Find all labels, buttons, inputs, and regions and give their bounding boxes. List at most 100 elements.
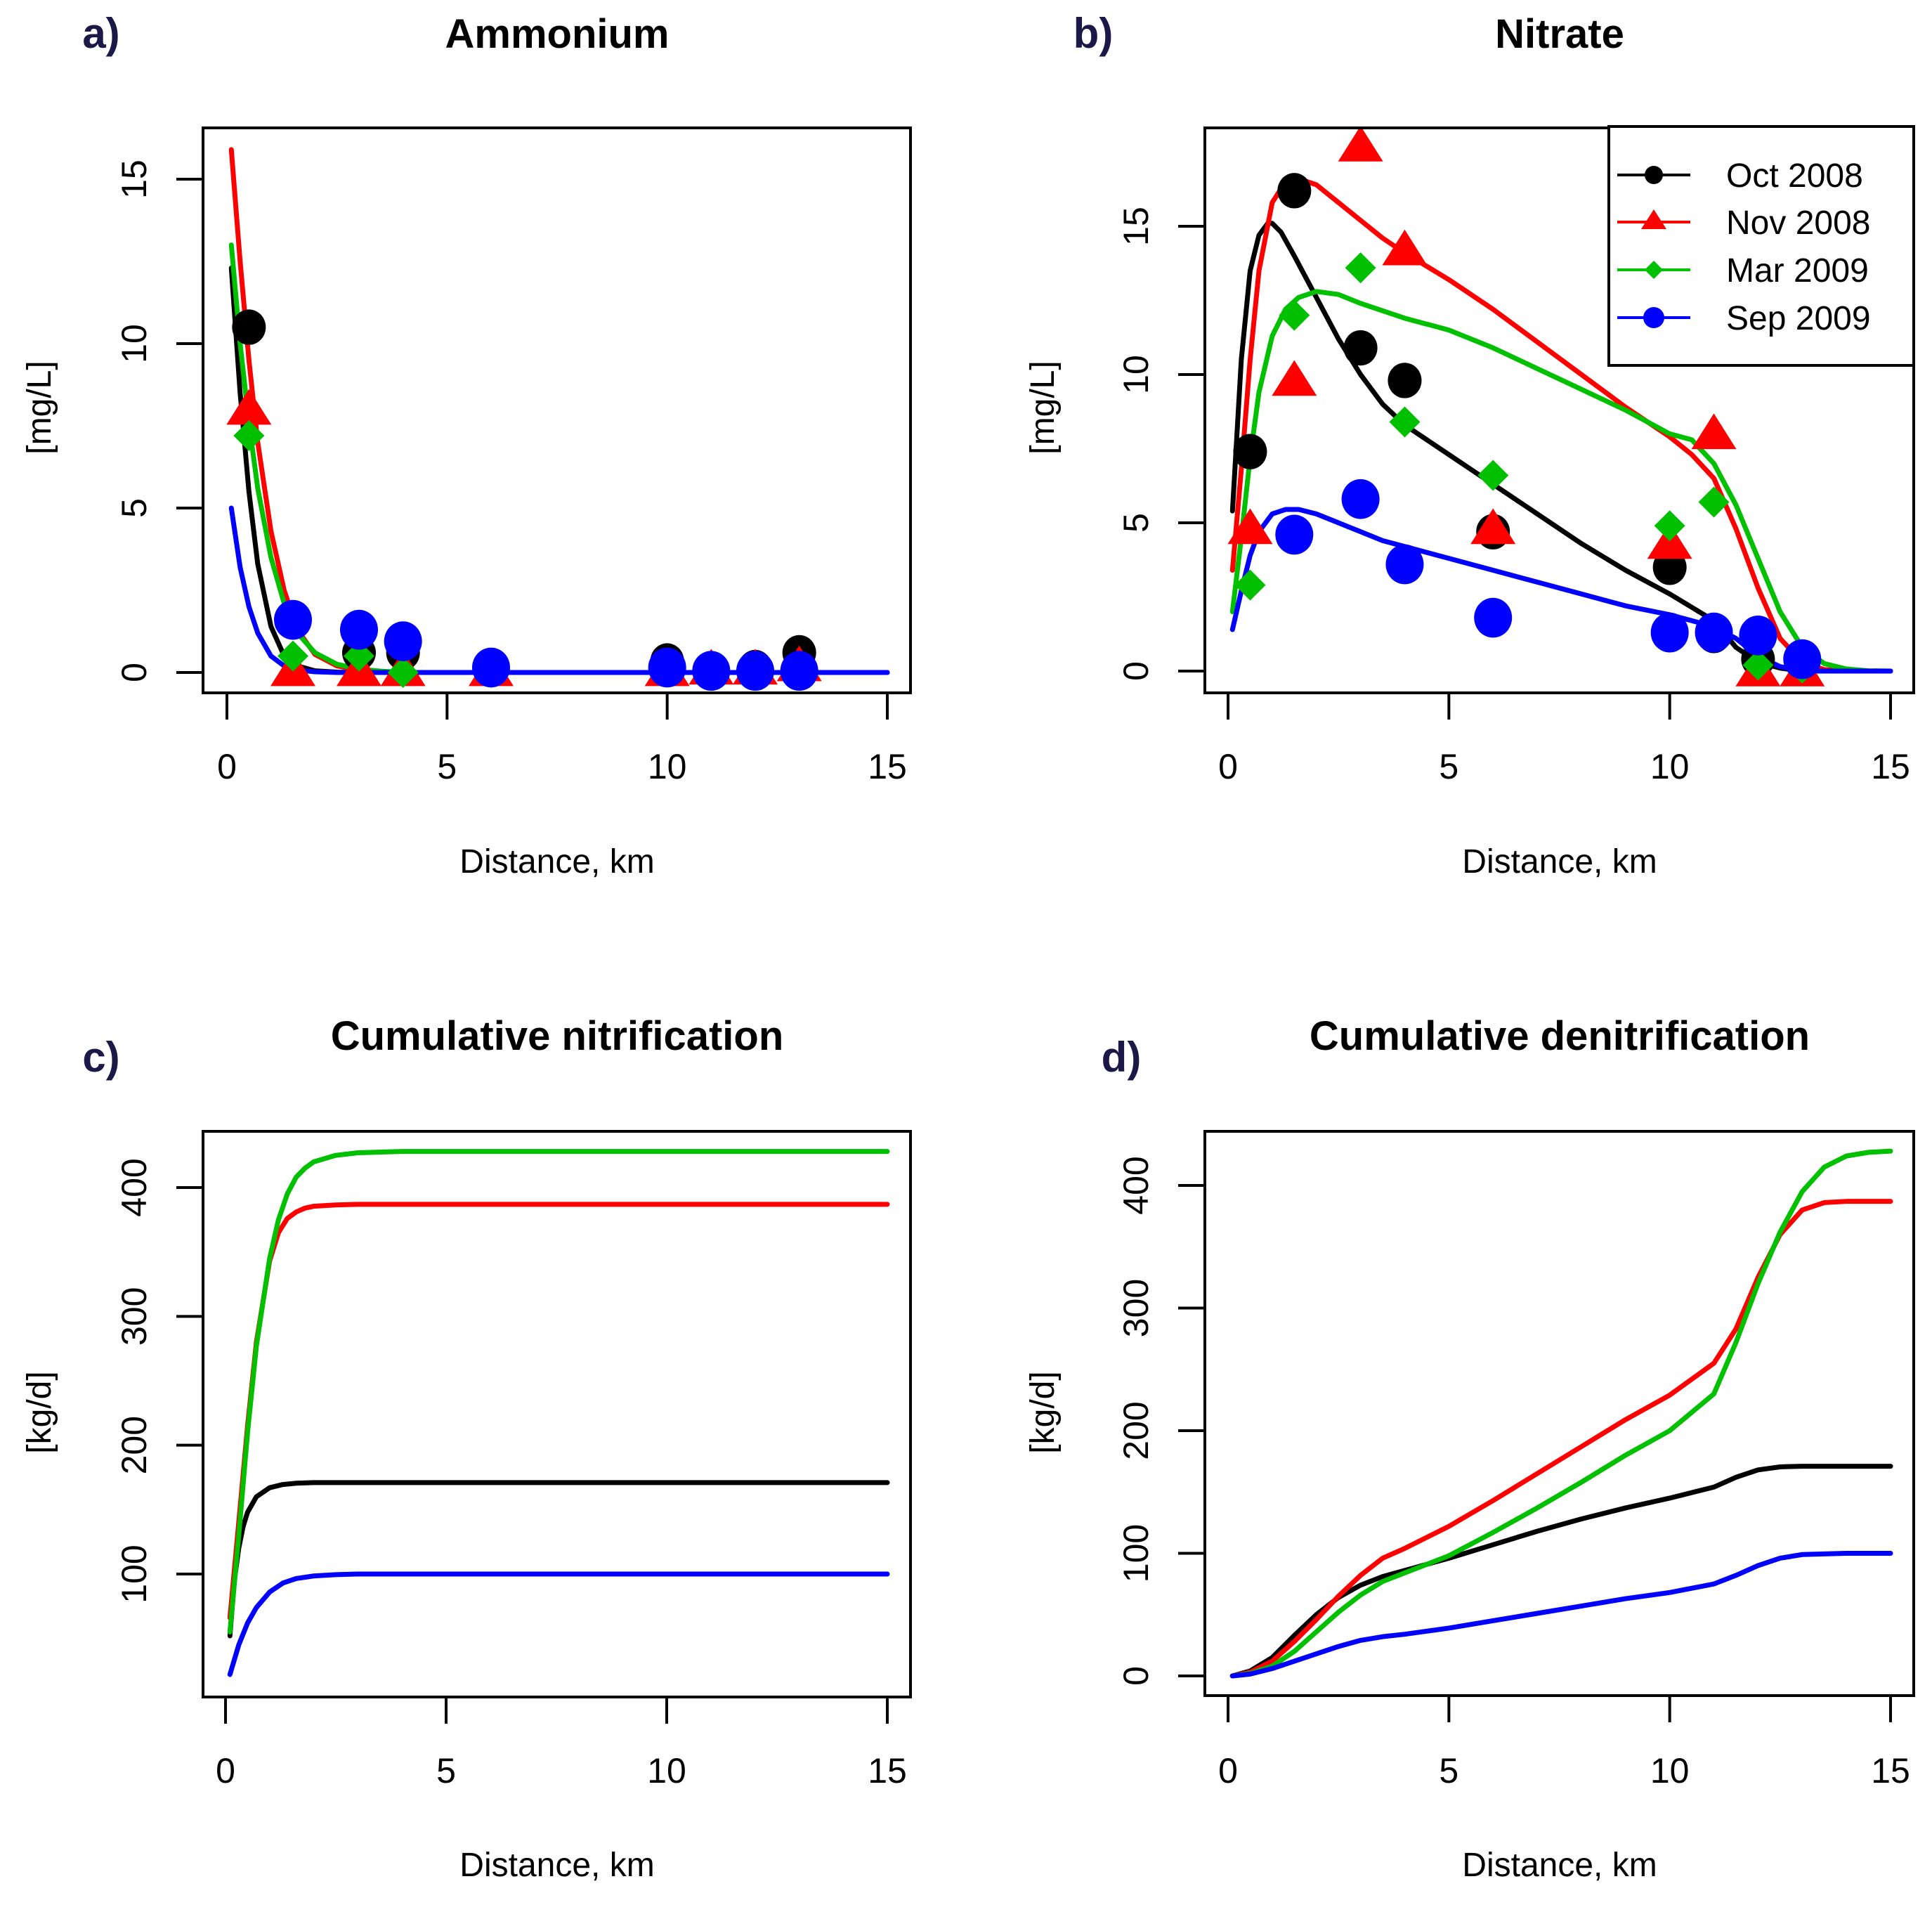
x-tick-label: 15 [868, 1751, 907, 1790]
data-point [233, 420, 265, 452]
series-layer [226, 147, 890, 691]
data-point [384, 621, 422, 661]
y-tick-label: 100 [1116, 1524, 1156, 1582]
plot-frame [202, 126, 912, 694]
x-axis-label: Distance, km [459, 843, 654, 880]
y-tick-label: 5 [115, 498, 154, 518]
x-axis-label: Distance, km [459, 1847, 654, 1884]
plot-area: 0 5 10 15 0 5 10 15 [115, 126, 912, 786]
panel-title: Ammonium [445, 11, 670, 57]
data-point [1739, 616, 1777, 656]
data-point [1698, 486, 1730, 518]
series-line-mar-2009 [1229, 1148, 1893, 1679]
legend-marker-circle-icon [1643, 307, 1664, 328]
y-axis: 0 5 10 15 [115, 160, 203, 682]
y-axis-label: [mg/L] [21, 360, 58, 454]
data-point [1234, 569, 1266, 601]
panel-c: c) Cumulative nitrification 0 5 10 15 100 200… [21, 1013, 912, 1884]
x-tick-label: 10 [1650, 1751, 1690, 1790]
y-axis-label: [kg/d] [1024, 1371, 1062, 1453]
x-axis: 0 5 10 15 [216, 1697, 907, 1790]
data-point [736, 651, 774, 691]
y-tick-label: 300 [1116, 1279, 1156, 1337]
x-tick-label: 15 [1871, 747, 1910, 786]
x-tick-label: 10 [647, 1751, 686, 1790]
data-point [692, 651, 731, 691]
data-point [1382, 229, 1428, 266]
data-point [780, 651, 818, 691]
x-tick-label: 0 [217, 747, 237, 786]
y-tick-label: 400 [1116, 1156, 1156, 1214]
legend-label: Sep 2009 [1726, 300, 1871, 337]
series-line-mar-2009 [1229, 289, 1893, 674]
y-axis-label: [mg/L] [1024, 360, 1062, 454]
plot-area: 0 5 10 15 100 200 300 400 [115, 1130, 912, 1790]
panel-a: a) Ammonium 0 5 10 15 0 5 10 15 Distance, km [m… [21, 10, 912, 880]
panel-title: Cumulative denitrification [1310, 1013, 1810, 1059]
series-line-mar-2009 [227, 1149, 890, 1634]
series-line-nov-2008 [1229, 1199, 1893, 1679]
legend-entry-nov-2008: Nov 2008 [1617, 204, 1870, 242]
data-point [1341, 479, 1380, 519]
panel-b: b) Nitrate 0 5 10 15 0 5 10 15 Distance, km [mg… [1024, 10, 1915, 880]
legend-label: Mar 2009 [1726, 252, 1869, 290]
data-point [344, 640, 374, 672]
x-tick-label: 5 [1439, 1751, 1458, 1790]
y-axis: 0 5 10 15 [1116, 207, 1205, 681]
x-axis: 0 5 10 15 [1218, 1696, 1910, 1790]
panel-d: d) Cumulative denitrification 0 5 10 15 0 100… [1024, 1013, 1915, 1884]
y-tick-label: 15 [115, 160, 154, 199]
legend-label: Nov 2008 [1726, 204, 1870, 242]
series-line-sep-2009 [1229, 1551, 1893, 1679]
series-line-sep-2009 [1229, 507, 1893, 674]
data-point [1477, 460, 1509, 491]
series-layer [227, 1149, 890, 1677]
data-point [1277, 173, 1312, 209]
data-point [1691, 413, 1737, 450]
series-line-nov-2008 [1229, 176, 1893, 674]
x-tick-label: 5 [437, 747, 457, 786]
x-tick-label: 0 [1218, 747, 1238, 786]
data-point [1470, 508, 1516, 545]
x-tick-label: 0 [1218, 1751, 1238, 1790]
legend-marker-circle-icon [1645, 166, 1663, 184]
data-point [1654, 510, 1685, 542]
x-tick-label: 10 [648, 747, 687, 786]
x-tick-label: 15 [1871, 1751, 1910, 1790]
y-axis: 0 100 200 300 400 [1116, 1156, 1205, 1686]
legend-marker-diamond-icon [1645, 261, 1663, 279]
legend-entry-sep-2009: Sep 2009 [1617, 300, 1871, 337]
panel-title: Cumulative nitrification [331, 1013, 784, 1059]
y-tick-label: 400 [115, 1158, 154, 1216]
series-points-mar-2009 [1234, 252, 1818, 684]
y-tick-label: 15 [1116, 207, 1156, 246]
data-point [1233, 434, 1267, 469]
data-point [648, 647, 686, 688]
y-tick-label: 100 [115, 1545, 154, 1603]
data-point [226, 389, 272, 425]
x-tick-label: 10 [1650, 747, 1690, 786]
panel-title: Nitrate [1495, 11, 1624, 57]
panel-letter: d) [1102, 1034, 1142, 1081]
panel-letter: b) [1073, 10, 1114, 57]
data-point [1389, 406, 1421, 438]
y-tick-label: 0 [1116, 1666, 1156, 1686]
data-point [1275, 514, 1314, 555]
x-tick-label: 15 [868, 747, 907, 786]
y-tick-label: 0 [1116, 661, 1156, 681]
data-point [278, 640, 308, 672]
x-axis: 0 5 10 15 [1218, 693, 1910, 786]
y-axis: 100 200 300 400 [115, 1158, 203, 1604]
data-point [232, 309, 266, 345]
series-layer [1227, 128, 1893, 687]
y-tick-label: 5 [1116, 513, 1156, 533]
y-tick-label: 300 [115, 1287, 154, 1346]
y-tick-label: 0 [115, 663, 154, 682]
plot-frame [202, 1130, 912, 1698]
y-tick-label: 10 [1116, 355, 1156, 394]
data-point [1345, 252, 1376, 284]
legend-entry-mar-2009: Mar 2009 [1617, 252, 1869, 290]
plot-frame [1203, 126, 1915, 694]
plot-area: 0 5 10 15 0 5 10 15 [1116, 126, 1915, 786]
data-point [472, 647, 510, 688]
